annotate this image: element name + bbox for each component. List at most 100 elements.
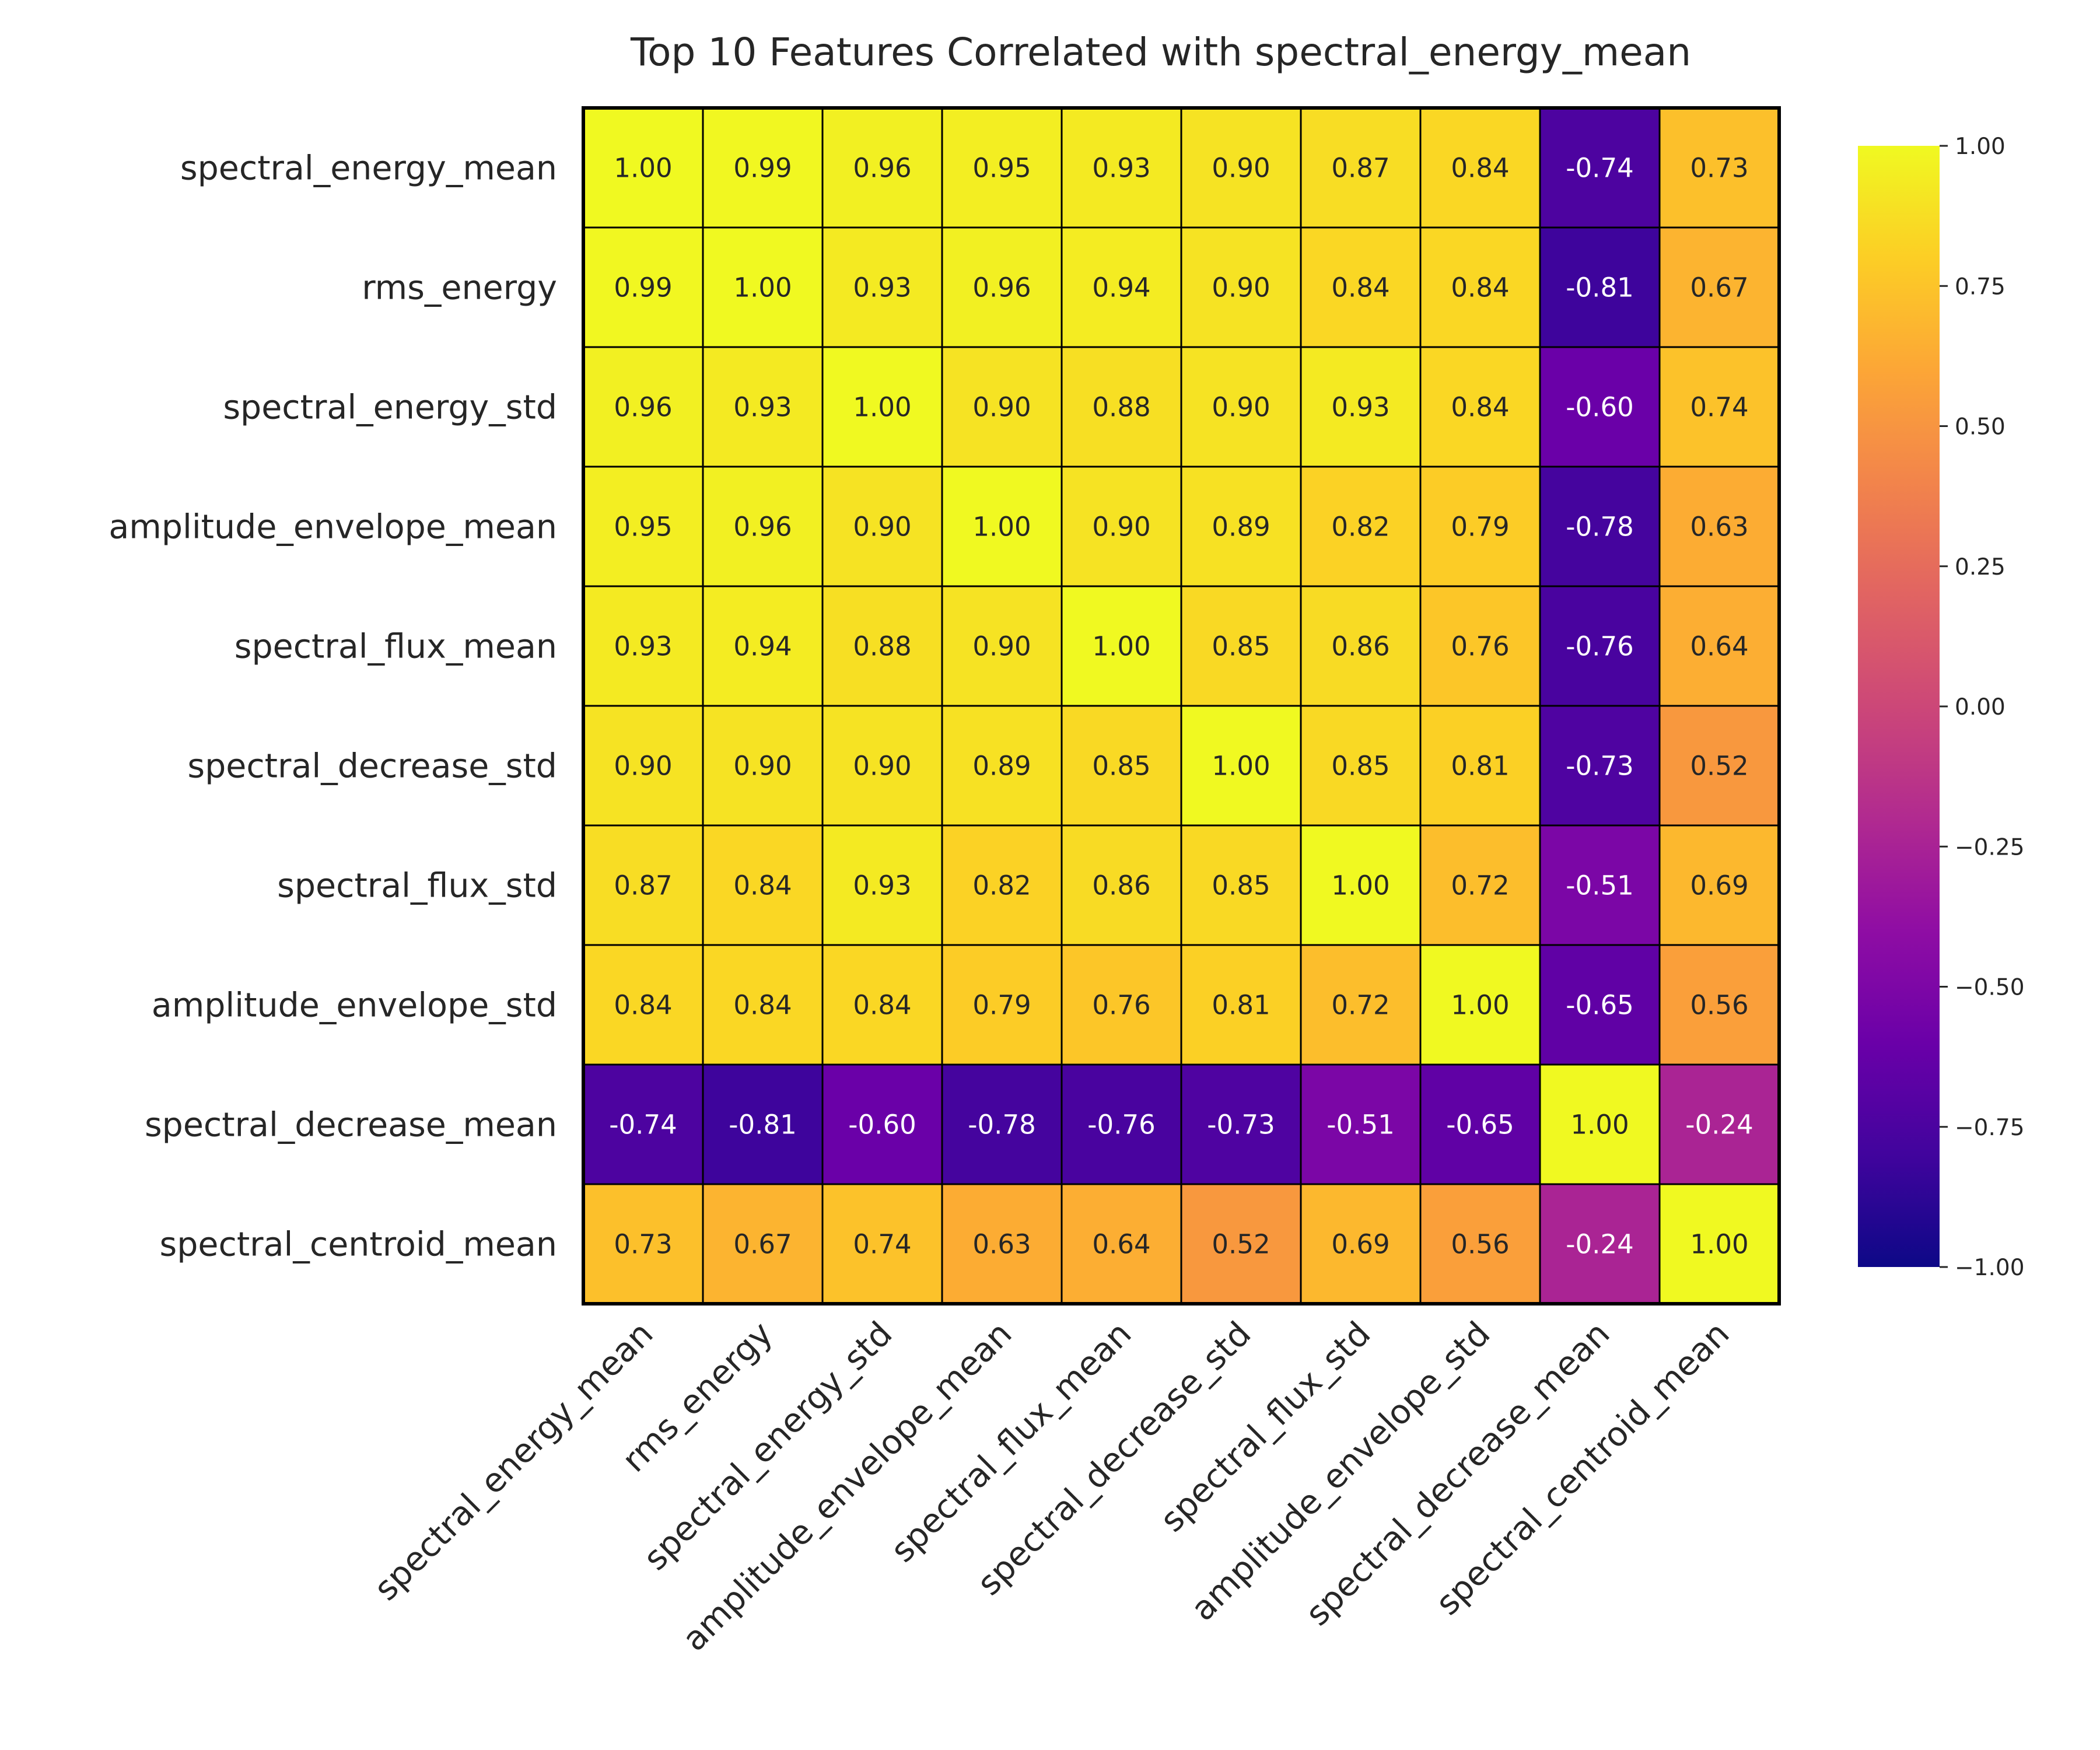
cell-value-label: 0.79 (1451, 512, 1509, 542)
cell-value-label: 1.00 (1212, 751, 1270, 782)
cell-value-label: 0.90 (1212, 153, 1270, 184)
cell-value-label: 0.99 (614, 272, 672, 303)
cell-value-label: 0.67 (733, 1229, 792, 1260)
colorbar-tick-label: 0.00 (1955, 694, 2006, 720)
cell-value-label: 0.79 (972, 990, 1031, 1021)
cell-value-label: 0.93 (853, 870, 911, 901)
cell-value-label: 0.96 (853, 153, 911, 184)
cell-value-label: 0.89 (972, 751, 1031, 782)
cell-value-label: -0.74 (1566, 153, 1633, 184)
cell-value-label: 0.56 (1451, 1229, 1509, 1260)
heatmap-cell (1658, 107, 1780, 229)
cell-value-label: 1.00 (1331, 870, 1390, 901)
cell-value-label: 0.99 (733, 153, 792, 184)
heatmap-cell (1180, 824, 1302, 946)
cell-value-label: 0.84 (1451, 153, 1509, 184)
cell-value-label: 0.93 (614, 631, 672, 662)
cell-value-label: 0.96 (972, 272, 1031, 303)
y-tick-label: amplitude_envelope_std (152, 986, 557, 1025)
cell-value-label: 0.90 (972, 392, 1031, 423)
colorbar: 1.00 0.75 0.50 0.25 0.00 −0.25 −0.50 −0.75 −1.00 (1858, 134, 2025, 1281)
cell-value-label: 0.84 (614, 990, 672, 1021)
heatmap-cell (941, 226, 1063, 348)
heatmap-cell (1419, 107, 1541, 229)
cell-value-label: 0.67 (1690, 272, 1748, 303)
heatmap-cell (1419, 585, 1541, 707)
cell-value-label: -0.78 (1566, 512, 1633, 542)
colorbar-tick-label: −0.50 (1955, 975, 2025, 1001)
colorbar-tick-label: −1.00 (1955, 1255, 2025, 1281)
heatmap-cell (1539, 585, 1661, 707)
heatmap-cell (1300, 1183, 1422, 1305)
heatmap-cell (1539, 944, 1661, 1066)
y-tick-label: spectral_decrease_std (187, 747, 557, 786)
cell-value-label: 1.00 (972, 512, 1031, 542)
heatmap-cell (702, 585, 824, 707)
cell-value-label: 0.64 (1690, 631, 1748, 662)
heatmap-cell (1419, 944, 1541, 1066)
cell-value-label: 0.90 (1212, 392, 1270, 423)
y-tick-label: spectral_centroid_mean (160, 1226, 557, 1264)
y-tick-label: spectral_decrease_mean (145, 1106, 557, 1144)
cell-value-label: -0.65 (1446, 1110, 1514, 1140)
cell-value-label: 0.88 (853, 631, 911, 662)
cell-value-label: 0.81 (1212, 990, 1270, 1021)
heatmap-cell (582, 107, 704, 229)
cell-value-label: 0.84 (733, 990, 792, 1021)
x-tick-labels: spectral_energy_meanrms_energyspectral_e… (367, 1314, 1737, 1658)
cell-value-label: 1.00 (853, 392, 911, 423)
heatmap-cell (1300, 466, 1422, 587)
cell-value-label: -0.24 (1566, 1229, 1633, 1260)
heatmap-cell (941, 705, 1063, 827)
y-tick-label: amplitude_envelope_mean (108, 508, 557, 547)
heatmap-cell (821, 1063, 943, 1185)
heatmap-cell (1180, 107, 1302, 229)
cell-value-label: 0.86 (1092, 870, 1150, 901)
cell-value-label: -0.51 (1566, 870, 1633, 901)
cell-value-label: 0.90 (614, 751, 672, 782)
cell-value-label: -0.60 (848, 1110, 916, 1140)
chart-title: Top 10 Features Correlated with spectral… (630, 30, 1691, 75)
colorbar-tick-label: −0.75 (1955, 1115, 2025, 1141)
cell-value-label: -0.78 (968, 1110, 1035, 1140)
heatmap-cell (1419, 346, 1541, 468)
heatmap-cell (821, 944, 943, 1066)
cell-value-label: 1.00 (614, 153, 672, 184)
cell-value-label: 0.85 (1212, 870, 1270, 901)
cell-value-label: 0.84 (733, 870, 792, 901)
heatmap-cell (1419, 1063, 1541, 1185)
cell-value-label: -0.60 (1566, 392, 1633, 423)
colorbar-tick-label: 0.25 (1955, 554, 2006, 580)
cell-value-label: 0.64 (1092, 1229, 1150, 1260)
heatmap-cell (1539, 226, 1661, 348)
heatmap-cell (1180, 226, 1302, 348)
cell-value-label: 0.63 (972, 1229, 1031, 1260)
cell-value-label: 0.69 (1690, 870, 1748, 901)
heatmap-cell (702, 1063, 824, 1185)
cell-value-label: -0.81 (729, 1110, 796, 1140)
heatmap-cell (1419, 226, 1541, 348)
heatmap-cell (941, 824, 1063, 946)
cell-value-label: -0.24 (1685, 1110, 1753, 1140)
heatmap-cell (1180, 466, 1302, 587)
y-tick-label: spectral_flux_std (277, 867, 557, 905)
x-tick-label: spectral_flux_mean (884, 1314, 1139, 1570)
y-tick-label: rms_energy (362, 269, 557, 307)
plot-frame (582, 106, 1781, 1306)
cell-value-label: 0.87 (1331, 153, 1390, 184)
heatmap-cell (1539, 705, 1661, 827)
heatmap-cell (582, 466, 704, 587)
heatmap-cell (1180, 705, 1302, 827)
heatmap-cell (1300, 1063, 1422, 1185)
cell-value-label: 1.00 (1570, 1110, 1629, 1140)
heatmap-cell (582, 705, 704, 827)
heatmap-cell (1539, 1063, 1661, 1185)
colorbar-tick-label: 0.75 (1955, 274, 2006, 300)
cell-value-label: 0.89 (1212, 512, 1270, 542)
heatmap-cell (1060, 944, 1182, 1066)
heatmap-cell (1539, 346, 1661, 468)
heatmap-cell (1060, 705, 1182, 827)
cell-value-label: 0.84 (1451, 272, 1509, 303)
cell-value-label: 0.90 (1092, 512, 1150, 542)
